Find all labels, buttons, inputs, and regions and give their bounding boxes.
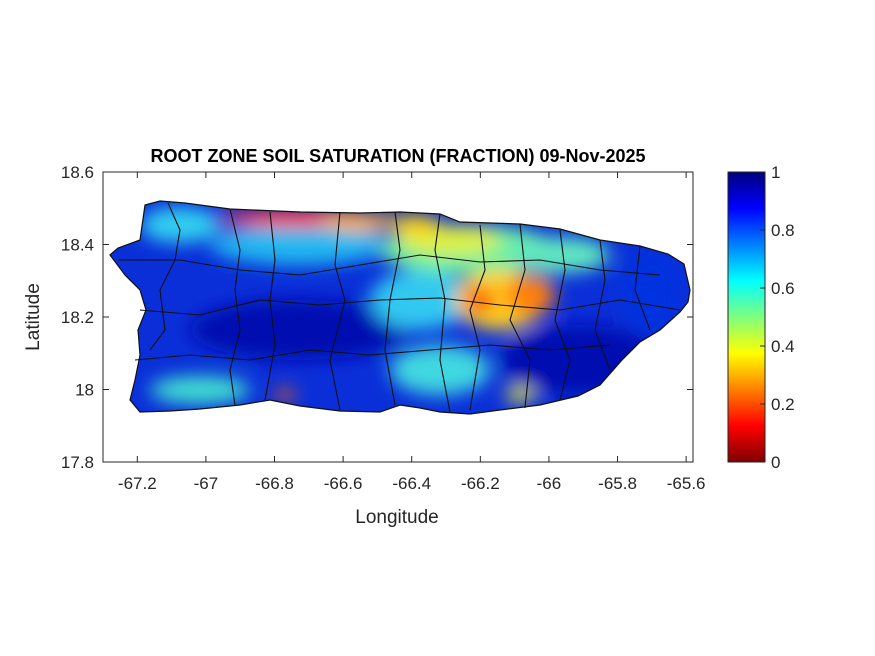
x-tick-label: -66.8: [255, 474, 294, 493]
y-axis-label: Latitude: [23, 283, 44, 351]
x-axis-label: Longitude: [355, 507, 438, 528]
x-tick-label: -65.8: [598, 474, 637, 493]
saturation-heatmap: [110, 201, 690, 414]
colorbar: [727, 171, 766, 463]
colorbar-tick-label: 0: [771, 453, 780, 472]
colorbar-tick-label: 0.2: [771, 395, 795, 414]
x-tick-label: -66: [537, 474, 562, 493]
colorbar-tick-label: 0.8: [771, 221, 795, 240]
y-tick-label: 18: [75, 381, 94, 400]
x-tick-label: -67.2: [118, 474, 157, 493]
y-tick-label: 17.8: [61, 453, 94, 472]
x-tick-label: -66.2: [461, 474, 500, 493]
y-tick-label: 18.6: [61, 163, 94, 182]
coastline: [109, 200, 691, 415]
y-tick-label: 18.4: [61, 236, 94, 255]
municipality-borders: [118, 202, 681, 413]
x-tick-label: -65.6: [667, 474, 706, 493]
x-tick-label: -66.6: [324, 474, 363, 493]
y-tick-label: 18.2: [61, 308, 94, 327]
x-tick-label: -66.4: [392, 474, 431, 493]
colorbar-tick-label: 0.4: [771, 337, 795, 356]
x-tick-label: -67: [194, 474, 219, 493]
colorbar-tick-label: 0.6: [771, 279, 795, 298]
chart-title: ROOT ZONE SOIL SATURATION (FRACTION) 09-…: [150, 146, 645, 166]
colorbar-tick-label: 1: [771, 163, 780, 182]
